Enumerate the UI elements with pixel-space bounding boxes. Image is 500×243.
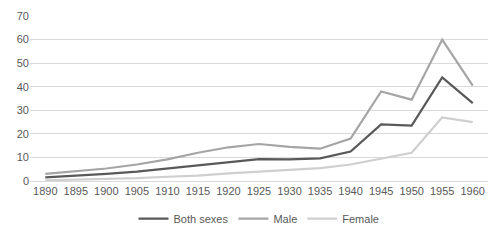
svg-text:1935: 1935 bbox=[308, 185, 332, 197]
svg-text:1930: 1930 bbox=[277, 185, 301, 197]
svg-text:0: 0 bbox=[23, 175, 29, 187]
svg-text:1955: 1955 bbox=[430, 185, 454, 197]
svg-text:Both sexes: Both sexes bbox=[174, 213, 229, 225]
svg-text:1895: 1895 bbox=[64, 185, 88, 197]
svg-text:1950: 1950 bbox=[399, 185, 423, 197]
svg-text:60: 60 bbox=[17, 33, 29, 45]
svg-text:1920: 1920 bbox=[216, 185, 240, 197]
svg-text:40: 40 bbox=[17, 81, 29, 93]
svg-text:Female: Female bbox=[342, 213, 379, 225]
svg-text:1915: 1915 bbox=[186, 185, 210, 197]
svg-text:70: 70 bbox=[17, 10, 29, 22]
svg-text:1890: 1890 bbox=[33, 185, 57, 197]
svg-text:1960: 1960 bbox=[460, 185, 484, 197]
svg-text:10: 10 bbox=[17, 151, 29, 163]
svg-text:20: 20 bbox=[17, 128, 29, 140]
svg-text:1905: 1905 bbox=[125, 185, 149, 197]
svg-text:1945: 1945 bbox=[369, 185, 393, 197]
svg-text:1910: 1910 bbox=[155, 185, 179, 197]
svg-text:30: 30 bbox=[17, 104, 29, 116]
svg-text:1900: 1900 bbox=[94, 185, 118, 197]
svg-text:1940: 1940 bbox=[338, 185, 362, 197]
svg-text:Male: Male bbox=[273, 213, 297, 225]
svg-text:50: 50 bbox=[17, 57, 29, 69]
svg-text:1925: 1925 bbox=[247, 185, 271, 197]
